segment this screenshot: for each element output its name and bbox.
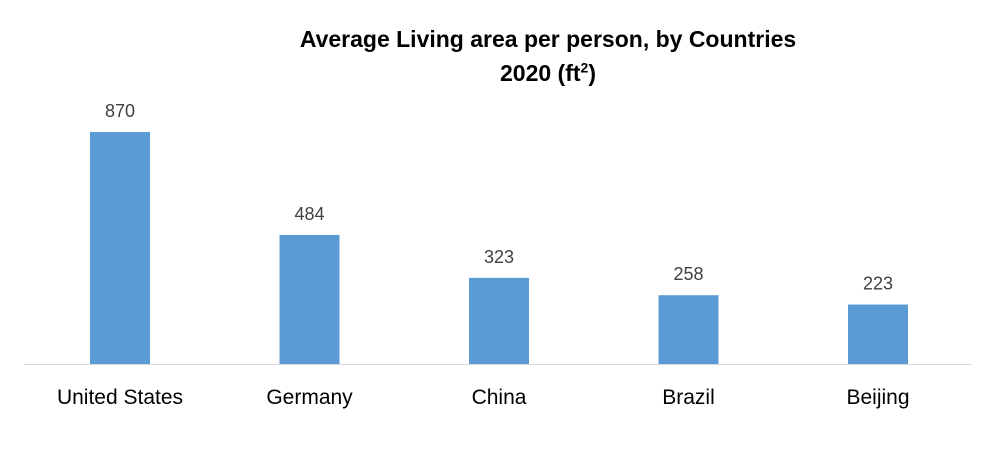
x-tick-label: United States bbox=[57, 386, 183, 409]
chart-title-superscript: 2 bbox=[580, 59, 589, 76]
bar-united-states bbox=[90, 132, 150, 364]
data-label: 258 bbox=[673, 264, 703, 284]
data-label: 323 bbox=[484, 247, 514, 267]
chart-title-line-2-suffix: ) bbox=[588, 60, 596, 86]
bar-germany bbox=[279, 234, 340, 364]
bar-beijing bbox=[848, 304, 908, 364]
x-tick-label: Germany bbox=[266, 386, 353, 409]
chart-title-line-2-prefix: 2020 (ft bbox=[499, 60, 581, 86]
data-label: 484 bbox=[294, 204, 324, 224]
x-tick-label: Beijing bbox=[846, 386, 909, 409]
x-tick-label: China bbox=[472, 386, 527, 409]
chart-title-line-1: Average Living area per person, by Count… bbox=[299, 26, 797, 52]
chart-title: Average Living area per person, by Count… bbox=[0, 22, 997, 90]
data-label: 223 bbox=[863, 274, 893, 294]
x-tick-label: Brazil bbox=[662, 386, 715, 409]
data-label: 870 bbox=[105, 101, 135, 121]
bar-brazil bbox=[658, 295, 719, 364]
bar-china bbox=[469, 277, 529, 364]
